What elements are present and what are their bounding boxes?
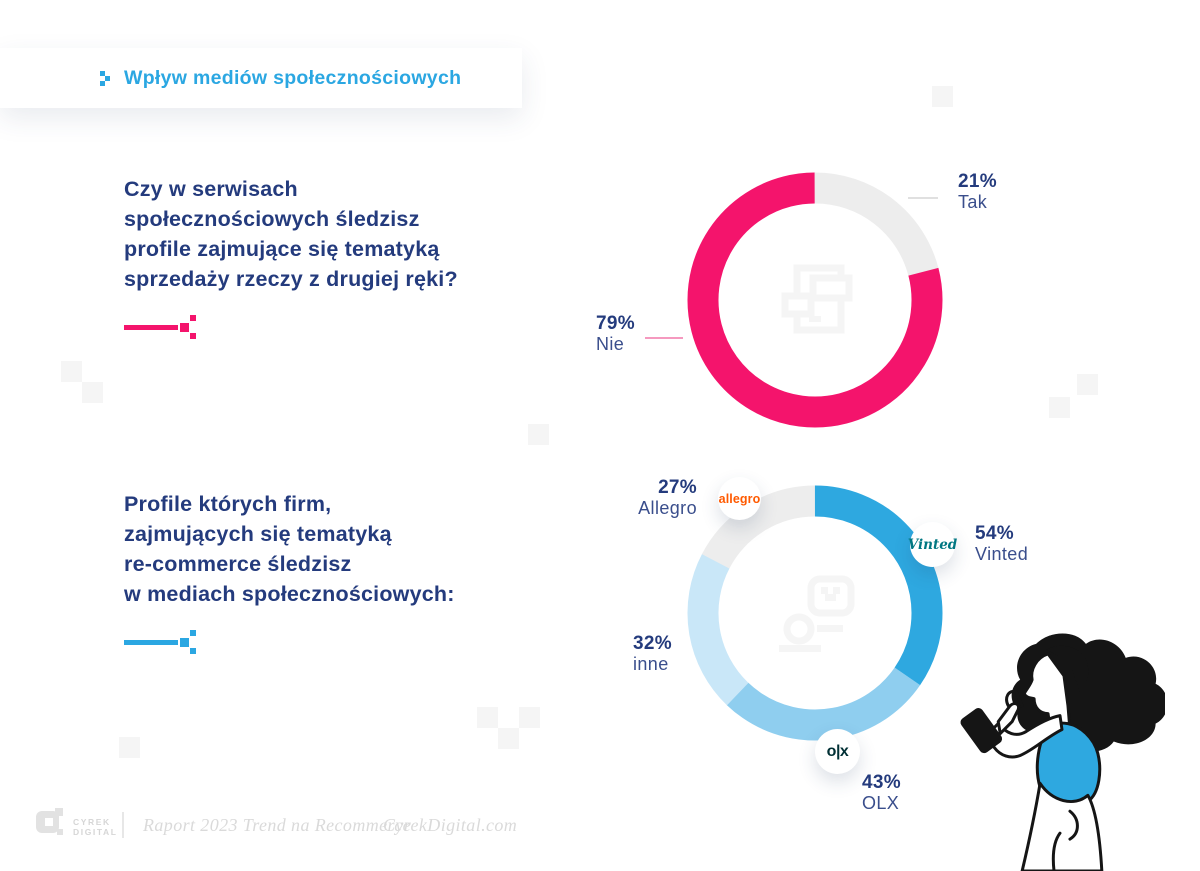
phone-chat-watermark-icon [781, 264, 853, 334]
pixel-arrow-icon [190, 333, 196, 339]
label-vinted-name: Vinted [975, 544, 1029, 564]
pixel-square-decoration [477, 707, 498, 728]
page-title: Wpływ mediów społecznościowych [124, 66, 462, 89]
donut-chart-follow-secondhand-profiles [687, 172, 943, 428]
question-2: Profile których firm, zajmujących się te… [124, 489, 455, 609]
allegro-logo: allegro [718, 491, 761, 506]
question-1-line: społecznościowych śledzisz [124, 207, 420, 231]
donut-segment-inne [687, 485, 943, 741]
person-heart-bubble-watermark-icon [779, 575, 855, 652]
label-tak-percent: 21% [958, 171, 997, 192]
logo-line-1: CYREK [73, 817, 111, 827]
question-2-line: re-commerce śledzisz [124, 552, 352, 576]
donut-segment-Allegro [687, 485, 943, 741]
pixel-arrow-icon [180, 638, 189, 647]
pixel-square-decoration [498, 728, 519, 749]
pixel-square-decoration [61, 361, 82, 382]
label-tak-name: Tak [958, 192, 988, 212]
website-url: CyrekDigital.com [383, 815, 518, 835]
logo-line-2: DIGITAL [73, 826, 118, 837]
question-2-line: Profile których firm, [124, 492, 332, 516]
pixel-arrow-icon [190, 630, 196, 636]
label-allegro-name: Allegro [638, 498, 697, 518]
pixel-arrow-icon [190, 315, 196, 321]
label-inne-percent: 32% [633, 633, 672, 654]
label-inne: 32% inne [633, 633, 672, 675]
label-allegro: 27% Allegro [577, 477, 697, 519]
question-1-line: Czy w serwisach [124, 177, 298, 201]
label-allegro-percent: 27% [658, 477, 697, 498]
label-nie-name: Nie [596, 334, 625, 354]
callout-line-tak [908, 197, 938, 199]
report-title: Raport 2023 Trend na Recommerce [143, 815, 412, 835]
label-olx-percent: 43% [862, 772, 901, 793]
callout-line-nie [645, 337, 683, 339]
question-2-line: zajmujących się tematyką [124, 522, 392, 546]
pixel-square-decoration [119, 737, 140, 758]
question-2-line: w mediach społecznościowych: [124, 582, 455, 606]
vinted-logo-badge: Vinted [907, 522, 958, 567]
pixel-square-decoration [932, 86, 953, 107]
olx-logo: o|x [826, 742, 849, 760]
allegro-logo-badge: allegro [718, 477, 761, 520]
pixel-arrow-icon [190, 648, 196, 654]
pixel-chevron-icon [100, 71, 110, 86]
pixel-square-decoration [519, 707, 540, 728]
label-inne-name: inne [633, 654, 669, 674]
vinted-logo: Vinted [907, 536, 958, 553]
olx-logo-badge: o|x [815, 729, 860, 774]
label-vinted-percent: 54% [975, 523, 1014, 544]
cyrek-digital-logo-icon [36, 808, 63, 835]
question-1-line: sprzedaży rzeczy z drugiej ręki? [124, 267, 458, 291]
question-1-underline [124, 315, 196, 339]
question-1: Czy w serwisach społecznościowych śledzi… [124, 174, 458, 294]
question-2-underline [124, 630, 196, 654]
donut-segment-Tak [687, 172, 943, 428]
cyrek-digital-logo-text: CYREK DIGITAL [73, 817, 118, 837]
label-vinted: 54% Vinted [975, 523, 1029, 565]
pixel-square-decoration [528, 424, 549, 445]
label-tak: 21% Tak [958, 171, 997, 213]
pixel-square-decoration [1049, 397, 1070, 418]
pixel-square-decoration [82, 382, 103, 403]
pixel-arrow-icon [180, 323, 189, 332]
label-olx: 43% OLX [862, 772, 901, 814]
woman-with-phone-illustration [960, 633, 1165, 871]
header-bar: Wpływ mediów społecznościowych [0, 48, 522, 108]
donut-chart-followed-recommerce-brands [687, 485, 943, 741]
label-nie: 79% Nie [596, 313, 635, 355]
footer-divider [122, 812, 124, 838]
label-nie-percent: 79% [596, 313, 635, 334]
question-1-line: profile zajmujące się tematyką [124, 237, 440, 261]
pixel-square-decoration [1077, 374, 1098, 395]
label-olx-name: OLX [862, 793, 900, 813]
